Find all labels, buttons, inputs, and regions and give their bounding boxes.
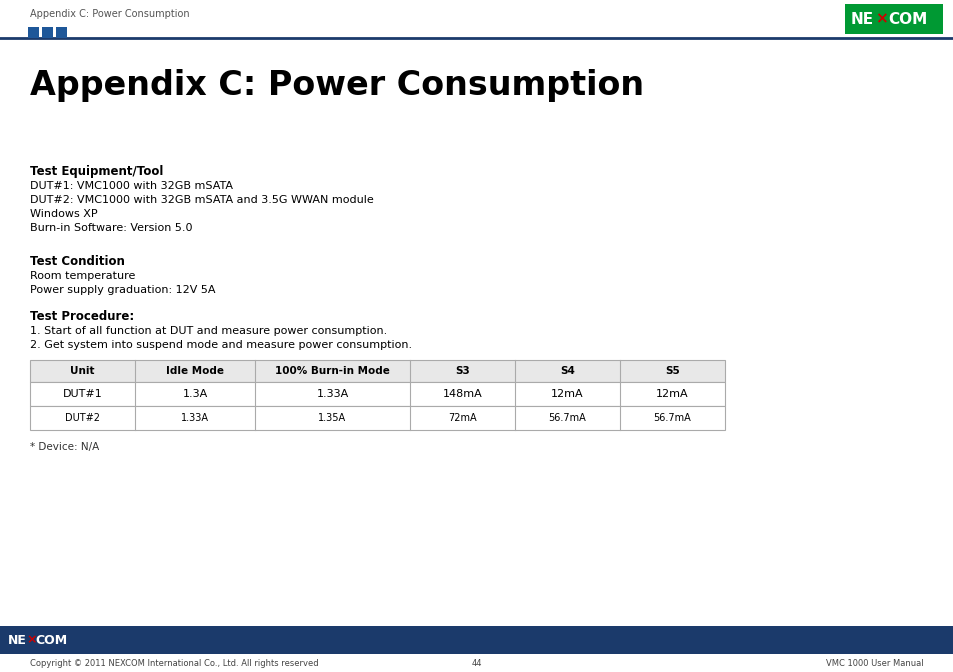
Bar: [0, 626, 953, 654]
Text: S3: S3: [455, 366, 470, 376]
Text: Burn-in Software: Version 5.0: Burn-in Software: Version 5.0: [30, 223, 193, 233]
Text: 56.7mA: 56.7mA: [548, 413, 586, 423]
Text: VMC 1000 User Manual: VMC 1000 User Manual: [825, 659, 923, 667]
Bar: [42, 27, 53, 38]
Text: Power supply graduation: 12V 5A: Power supply graduation: 12V 5A: [30, 285, 215, 295]
Text: NE: NE: [850, 11, 873, 26]
Text: * Device: N/A: * Device: N/A: [30, 442, 99, 452]
Text: S4: S4: [559, 366, 575, 376]
Text: 1.3A: 1.3A: [182, 389, 208, 399]
Text: 148mA: 148mA: [442, 389, 482, 399]
Bar: [30, 406, 724, 430]
Bar: [30, 382, 724, 406]
Text: 12mA: 12mA: [551, 389, 583, 399]
Text: 72mA: 72mA: [448, 413, 476, 423]
Text: Idle Mode: Idle Mode: [166, 366, 224, 376]
Text: 1.33A: 1.33A: [316, 389, 348, 399]
Text: Appendix C: Power Consumption: Appendix C: Power Consumption: [30, 69, 643, 101]
Text: COM: COM: [35, 634, 67, 646]
Text: NE: NE: [8, 634, 27, 646]
Text: Windows XP: Windows XP: [30, 209, 97, 219]
Text: Test Condition: Test Condition: [30, 255, 125, 268]
Text: 1.33A: 1.33A: [181, 413, 209, 423]
Text: Unit: Unit: [71, 366, 94, 376]
Text: ×: ×: [874, 11, 887, 26]
Text: Appendix C: Power Consumption: Appendix C: Power Consumption: [30, 9, 190, 19]
Text: 12mA: 12mA: [656, 389, 688, 399]
Text: 56.7mA: 56.7mA: [653, 413, 691, 423]
Text: S5: S5: [664, 366, 679, 376]
Text: DUT#1: VMC1000 with 32GB mSATA: DUT#1: VMC1000 with 32GB mSATA: [30, 181, 233, 191]
Text: Test Procedure:: Test Procedure:: [30, 310, 134, 323]
Text: 1. Start of all function at DUT and measure power consumption.: 1. Start of all function at DUT and meas…: [30, 326, 387, 336]
Text: DUT#1: DUT#1: [63, 389, 102, 399]
Text: COM: COM: [887, 11, 926, 26]
Text: Copyright © 2011 NEXCOM International Co., Ltd. All rights reserved: Copyright © 2011 NEXCOM International Co…: [30, 659, 318, 667]
Text: 44: 44: [471, 659, 482, 667]
Bar: [844, 4, 942, 34]
Text: 2. Get system into suspend mode and measure power consumption.: 2. Get system into suspend mode and meas…: [30, 340, 412, 350]
Text: ×: ×: [26, 634, 36, 646]
Text: Test Equipment/Tool: Test Equipment/Tool: [30, 165, 163, 178]
Text: 1.35A: 1.35A: [318, 413, 346, 423]
Text: 100% Burn-in Mode: 100% Burn-in Mode: [274, 366, 390, 376]
Text: DUT#2: VMC1000 with 32GB mSATA and 3.5G WWAN module: DUT#2: VMC1000 with 32GB mSATA and 3.5G …: [30, 195, 374, 205]
Text: Room temperature: Room temperature: [30, 271, 135, 281]
Bar: [28, 27, 39, 38]
Bar: [56, 27, 67, 38]
Text: DUT#2: DUT#2: [65, 413, 100, 423]
Bar: [30, 360, 724, 382]
